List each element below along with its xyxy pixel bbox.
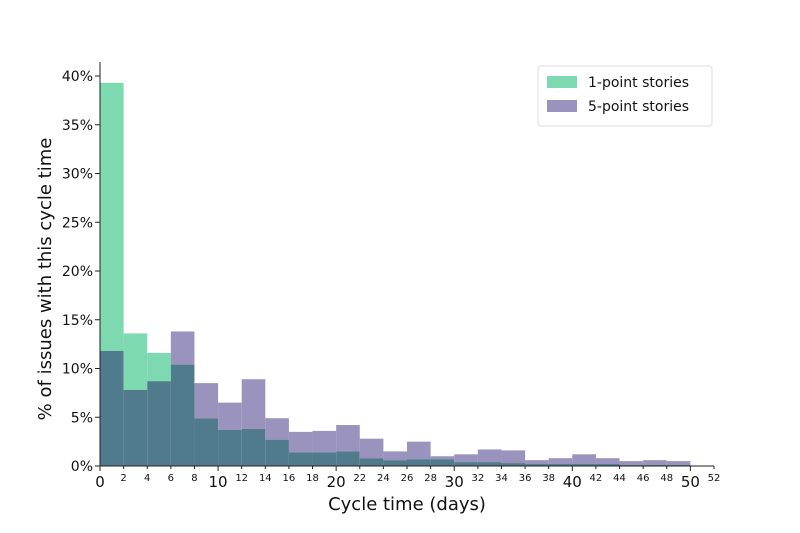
bar-5-point-bin-6 <box>170 331 195 365</box>
x-tick-label-20: 20 <box>327 473 346 491</box>
bar-1-point-bin-4 <box>147 352 171 382</box>
legend-swatch-5-point <box>547 100 577 112</box>
y-tick-label-10: 10% <box>62 362 93 378</box>
x-minor-tick-label-44: 44 <box>613 473 626 484</box>
x-minor-tick-label-38: 38 <box>542 473 555 484</box>
x-minor-tick-label-36: 36 <box>519 473 532 484</box>
y-tick-label-15: 15% <box>62 313 93 329</box>
x-minor-tick-label-48: 48 <box>660 473 673 484</box>
y-axis-label: % of issues with this cycle time <box>35 138 56 421</box>
x-minor-tick-label-46: 46 <box>637 473 650 484</box>
bar-overlap-bin-10 <box>218 429 242 466</box>
bar-5-point-bin-36 <box>525 460 549 465</box>
bar-overlap-bin-0 <box>100 350 124 466</box>
bar-overlap-bin-30 <box>454 462 478 466</box>
bar-5-point-bin-42 <box>595 458 620 465</box>
x-minor-tick-label-42: 42 <box>590 473 603 484</box>
x-minor-tick-label-8: 8 <box>191 473 197 484</box>
x-axis-label: Cycle time (days) <box>328 494 486 515</box>
bar-5-point-bin-10 <box>218 402 242 430</box>
x-tick-label-50: 50 <box>681 473 700 491</box>
legend-label-1-point: 1-point stories <box>588 75 689 91</box>
x-minor-tick-label-18: 18 <box>306 473 319 484</box>
legend: 1-point stories 5-point stories <box>537 65 713 127</box>
legend-swatch-1-point <box>547 76 577 88</box>
bar-5-point-bin-44 <box>619 461 644 466</box>
bar-overlap-bin-24 <box>383 460 407 466</box>
x-minor-tick-label-12: 12 <box>235 473 248 484</box>
x-minor-tick-label-16: 16 <box>283 473 296 484</box>
y-tick-label-20: 20% <box>62 264 93 280</box>
bar-5-point-bin-30 <box>454 454 478 463</box>
bar-overlap-bin-8 <box>194 418 219 466</box>
bar-5-point-bin-16 <box>288 431 313 453</box>
y-tick-label-40: 40% <box>62 69 93 85</box>
bar-5-point-bin-46 <box>643 460 667 466</box>
x-minor-tick-label-52: 52 <box>708 473 721 484</box>
bar-overlap-bin-2 <box>123 389 148 466</box>
x-minor-tick-label-2: 2 <box>120 473 126 484</box>
bar-overlap-bin-14 <box>265 439 289 466</box>
x-minor-tick-label-22: 22 <box>353 473 366 484</box>
bar-5-point-bin-22 <box>359 438 384 459</box>
bar-overlap-bin-42 <box>595 464 620 466</box>
bar-1-point-bin-2 <box>123 333 148 390</box>
bar-overlap-bin-22 <box>359 458 384 466</box>
x-tick-label-10: 10 <box>209 473 228 491</box>
x-minor-tick-label-26: 26 <box>401 473 414 484</box>
y-tick-label-30: 30% <box>62 167 93 183</box>
bar-5-point-bin-40 <box>572 454 596 465</box>
bar-5-point-bin-14 <box>265 418 289 440</box>
bar-5-point-bin-24 <box>383 451 407 461</box>
bar-overlap-bin-36 <box>525 464 549 466</box>
x-minor-tick-label-4: 4 <box>144 473 150 484</box>
bar-overlap-bin-6 <box>170 364 195 466</box>
bar-5-point-bin-28 <box>430 456 455 460</box>
bar-overlap-bin-26 <box>407 459 431 466</box>
bar-5-point-bin-26 <box>407 441 431 460</box>
bars-group <box>100 82 691 466</box>
y-tick-label-35: 35% <box>62 118 93 134</box>
bar-5-point-bin-48 <box>666 461 691 466</box>
y-tick-label-5: 5% <box>71 410 93 426</box>
bar-overlap-bin-20 <box>336 451 360 466</box>
bar-5-point-bin-18 <box>312 430 337 453</box>
x-minor-tick-label-32: 32 <box>471 473 484 484</box>
bar-overlap-bin-34 <box>501 463 526 466</box>
bar-overlap-bin-18 <box>312 452 337 466</box>
bar-1-point-bin-0 <box>100 82 124 351</box>
x-minor-tick-label-34: 34 <box>495 473 508 484</box>
x-tick-label-40: 40 <box>563 473 582 491</box>
x-minor-tick-label-14: 14 <box>259 473 272 484</box>
x-tick-label-0: 0 <box>95 473 105 491</box>
x-ticks-group: 0 10 20 30 40 502 4 6 8 12 14 16 18 22 24 26 28 32 34 36 38 4… <box>95 466 720 491</box>
bar-5-point-bin-20 <box>336 425 360 452</box>
bar-5-point-bin-38 <box>548 458 573 465</box>
bar-overlap-bin-16 <box>288 452 313 466</box>
x-minor-tick-label-6: 6 <box>168 473 174 484</box>
x-minor-tick-label-28: 28 <box>424 473 437 484</box>
bar-overlap-bin-38 <box>548 464 573 466</box>
y-tick-label-25: 25% <box>62 215 93 231</box>
legend-label-5-point: 5-point stories <box>588 99 689 115</box>
bar-overlap-bin-40 <box>572 464 596 466</box>
y-ticks-group: 0% 5% 10% 15% 20% 25% 30% 35% 40% <box>62 69 100 475</box>
bar-overlap-bin-28 <box>430 459 455 466</box>
bar-5-point-bin-8 <box>194 383 219 419</box>
x-minor-tick-label-24: 24 <box>377 473 390 484</box>
bar-overlap-bin-32 <box>477 462 502 466</box>
bar-overlap-bin-4 <box>147 381 171 466</box>
bar-5-point-bin-12 <box>241 379 266 429</box>
legend-box <box>537 65 713 127</box>
bar-overlap-bin-12 <box>241 428 266 466</box>
y-tick-label-0: 0% <box>71 459 93 475</box>
x-tick-label-30: 30 <box>445 473 464 491</box>
bar-5-point-bin-32 <box>477 449 502 463</box>
bar-5-point-bin-34 <box>501 450 526 464</box>
